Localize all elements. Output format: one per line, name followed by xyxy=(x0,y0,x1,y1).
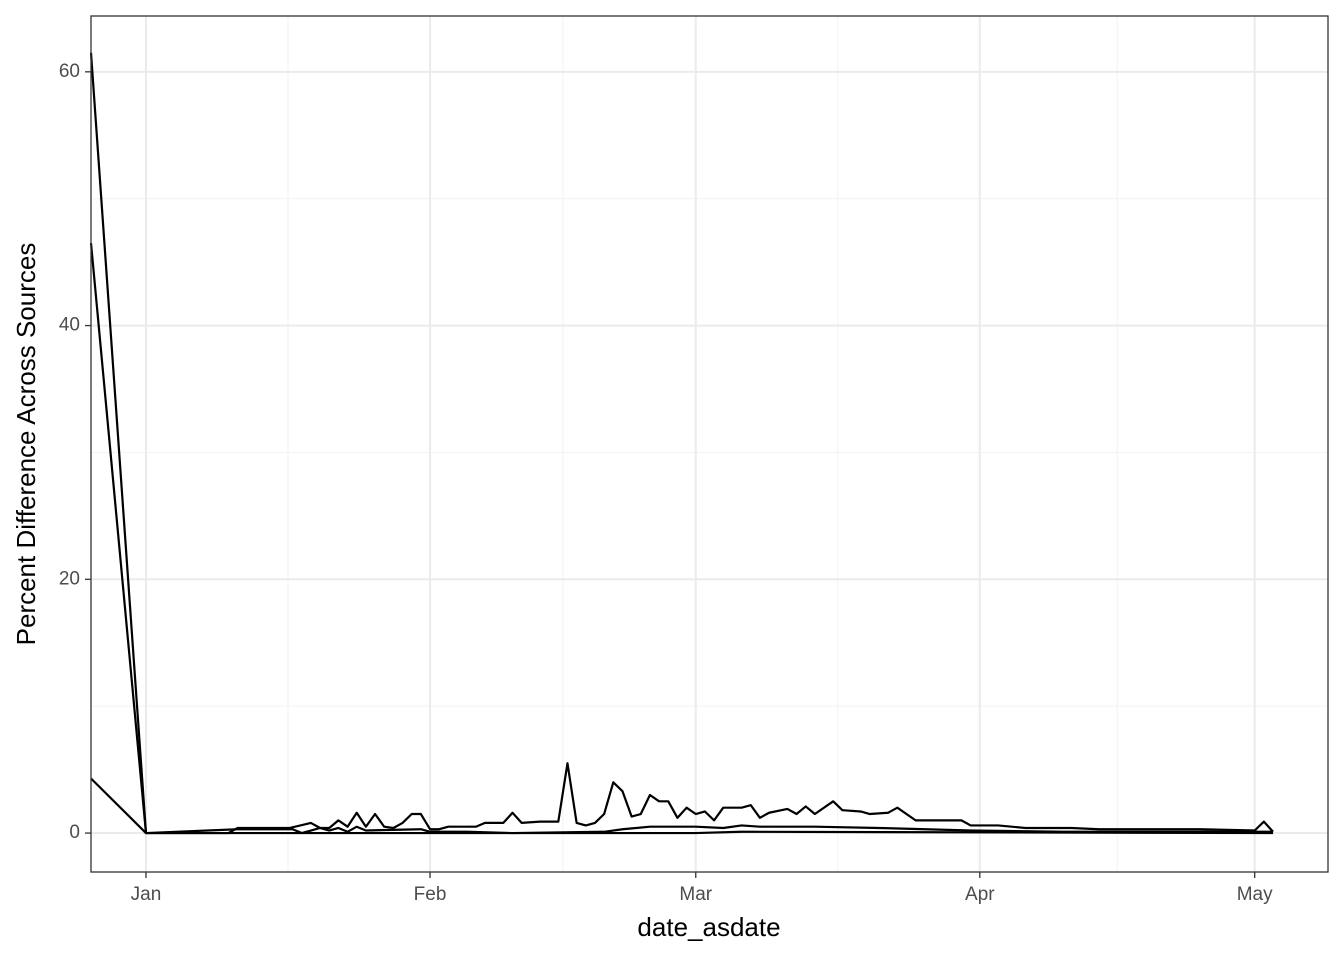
series-line xyxy=(89,52,1274,835)
series-line xyxy=(89,242,1274,835)
x-axis-title: date_asdate xyxy=(637,912,780,942)
x-tick-label: Jan xyxy=(131,884,162,905)
panel-background xyxy=(91,16,1328,872)
y-tick-label: 0 xyxy=(69,822,80,843)
panel-border xyxy=(90,15,1329,873)
x-tick-label: Mar xyxy=(679,884,712,905)
x-tick-label: Feb xyxy=(414,884,447,905)
y-tick-label: 60 xyxy=(59,61,80,82)
y-tick-label: 40 xyxy=(59,315,80,336)
y-tick-label: 20 xyxy=(59,568,80,589)
x-tick-label: May xyxy=(1237,884,1273,905)
plot-lines xyxy=(89,52,1274,835)
grid xyxy=(91,16,1328,872)
series-line xyxy=(90,777,1274,835)
axes: 0 20 40 60 Jan Feb Mar Apr May xyxy=(59,61,1273,905)
x-tick-label: Apr xyxy=(965,884,995,905)
y-axis-title: Percent Difference Across Sources xyxy=(11,243,41,646)
